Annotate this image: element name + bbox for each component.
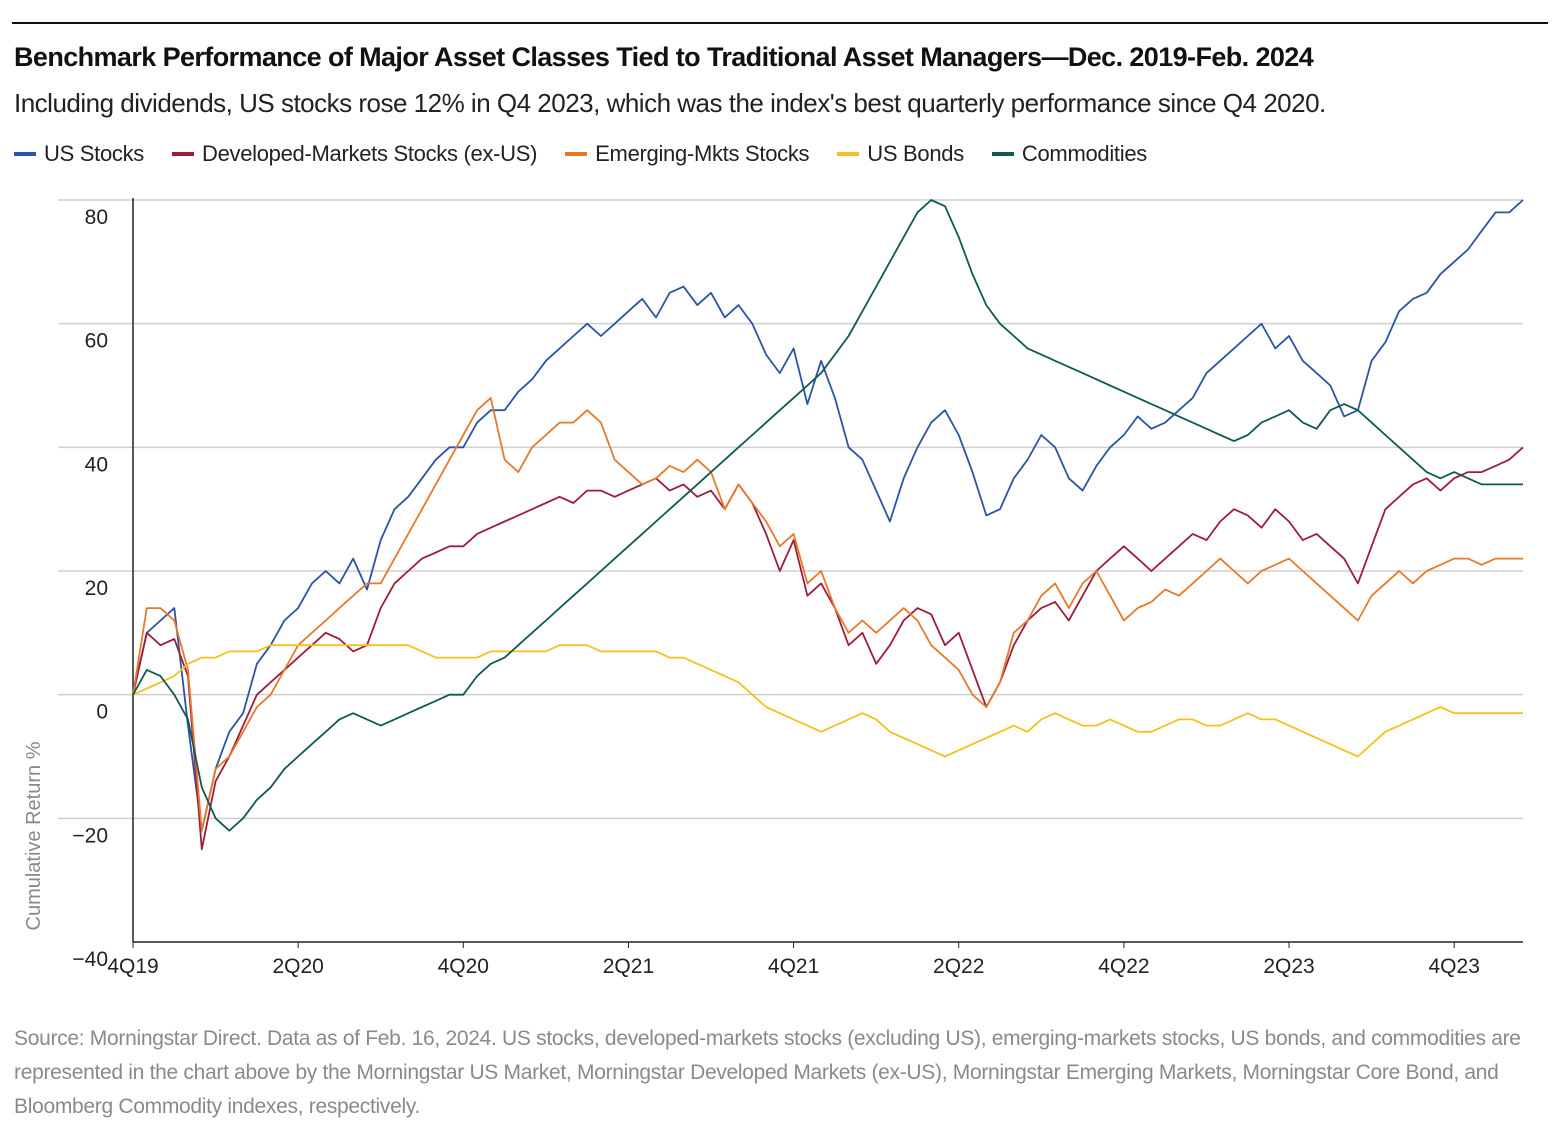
legend-item: US Bonds <box>837 141 964 167</box>
y-tick-label: 20 <box>85 577 108 600</box>
chart-title: Benchmark Performance of Major Asset Cla… <box>14 42 1314 72</box>
top-rule <box>12 22 1548 24</box>
source-note: Source: Morningstar Direct. Data as of F… <box>14 1027 1521 1118</box>
x-tick-label: 4Q21 <box>768 955 819 978</box>
legend-label: US Bonds <box>867 141 964 166</box>
legend-swatch <box>565 152 588 156</box>
y-tick-label: −40 <box>72 948 108 971</box>
legend-item: Developed-Markets Stocks (ex-US) <box>172 141 537 167</box>
legend-item: US Stocks <box>14 141 144 167</box>
y-tick-label: −20 <box>72 824 108 847</box>
legend: US Stocks Developed-Markets Stocks (ex-US… <box>14 141 1175 167</box>
legend-label: Commodities <box>1021 141 1147 166</box>
legend-item: Emerging-Mkts Stocks <box>565 141 810 167</box>
legend-swatch <box>837 152 860 156</box>
legend-item: Commodities <box>991 141 1147 167</box>
x-tick-label: 2Q20 <box>272 955 323 978</box>
x-tick-label: 2Q21 <box>603 955 654 978</box>
legend-swatch <box>172 152 194 156</box>
x-tick-label: 2Q23 <box>1263 955 1314 978</box>
x-tick-label: 2Q22 <box>933 955 984 978</box>
y-tick-label: 40 <box>85 453 108 476</box>
legend-swatch <box>991 152 1014 156</box>
y-axis-title: Cumulative Return % <box>23 741 45 930</box>
x-tick-label: 4Q19 <box>107 955 158 978</box>
series-line-us-bonds <box>132 644 1523 758</box>
y-tick-label: 0 <box>96 701 108 724</box>
series-line-emerging-mkts-stocks <box>132 397 1523 832</box>
x-tick-label: 4Q20 <box>438 955 489 978</box>
legend-label: US Stocks <box>44 141 144 166</box>
x-tick-label: 4Q23 <box>1429 955 1480 978</box>
series-line-commodities <box>132 199 1523 832</box>
legend-label: Emerging-Mkts Stocks <box>595 141 810 166</box>
x-tick-label: 4Q22 <box>1098 955 1149 978</box>
series-line-developed-markets-stocks-ex-us- <box>132 446 1524 851</box>
chart-subtitle: Including dividends, US stocks rose 12% … <box>14 88 1326 118</box>
y-tick-label: 60 <box>85 330 108 353</box>
y-tick-label: 80 <box>85 206 108 229</box>
legend-label: Developed-Markets Stocks (ex-US) <box>202 141 538 166</box>
legend-swatch <box>14 152 36 156</box>
